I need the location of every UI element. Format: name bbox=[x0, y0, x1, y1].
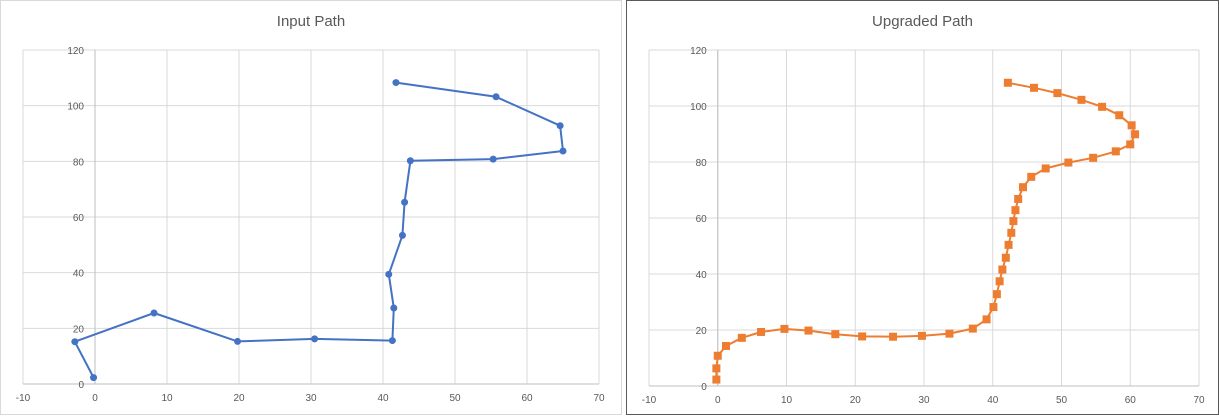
data-point-marker bbox=[780, 324, 789, 333]
y-tick-label: 100 bbox=[67, 102, 84, 113]
data-point-marker bbox=[804, 326, 813, 335]
data-point-marker bbox=[234, 337, 242, 345]
x-tick-label: 30 bbox=[305, 393, 317, 404]
data-point-marker bbox=[858, 332, 867, 341]
data-point-marker bbox=[1001, 253, 1010, 262]
data-point-marker bbox=[1077, 95, 1086, 104]
data-point-marker bbox=[556, 122, 564, 130]
x-tick-label: 60 bbox=[1125, 395, 1137, 406]
chart-plot-area: -10 0 10 20 30 40 50 60 70 0 20 40 60 80 100 120 bbox=[642, 46, 1205, 406]
data-point-marker bbox=[398, 231, 406, 239]
data-point-marker bbox=[1030, 83, 1038, 92]
y-tick-label: 60 bbox=[696, 214, 708, 225]
x-tick-label: 0 bbox=[715, 395, 721, 406]
data-point-marker bbox=[559, 147, 567, 155]
data-point-marker bbox=[831, 330, 840, 339]
x-tick-label: 50 bbox=[1056, 395, 1068, 406]
y-tick-label: 60 bbox=[73, 213, 85, 224]
data-point-marker bbox=[489, 155, 497, 163]
x-tick-label: 20 bbox=[233, 393, 245, 404]
y-tick-label: 20 bbox=[696, 326, 708, 337]
data-point-marker bbox=[150, 309, 158, 317]
data-point-marker bbox=[388, 337, 396, 345]
data-point-marker bbox=[992, 290, 1001, 299]
y-tick-label: 120 bbox=[690, 46, 707, 57]
data-point-marker bbox=[989, 303, 998, 312]
data-point-marker bbox=[311, 335, 319, 343]
data-point-marker bbox=[1007, 228, 1016, 237]
series-line bbox=[73, 81, 564, 379]
data-point-marker bbox=[1111, 147, 1120, 156]
data-point-marker bbox=[406, 157, 414, 165]
data-point-marker bbox=[1089, 153, 1098, 162]
y-tick-label: 100 bbox=[690, 102, 707, 113]
chart-title: Upgraded Path bbox=[872, 13, 973, 30]
x-tick-label: 40 bbox=[987, 395, 999, 406]
data-point-marker bbox=[1115, 111, 1124, 120]
data-point-marker bbox=[71, 338, 79, 346]
x-tick-label: 70 bbox=[593, 393, 605, 404]
data-point-marker bbox=[1126, 140, 1135, 149]
data-point-marker bbox=[1027, 172, 1036, 181]
data-point-marker bbox=[1011, 206, 1020, 215]
y-tick-label: 0 bbox=[78, 380, 84, 391]
series-line bbox=[715, 81, 1137, 380]
data-point-marker bbox=[1003, 78, 1012, 87]
x-tick-label: 20 bbox=[850, 395, 862, 406]
y-tick-label: 40 bbox=[696, 270, 708, 281]
y-tick-label: 20 bbox=[73, 324, 85, 335]
data-point-marker bbox=[385, 270, 393, 278]
x-tick-label: -10 bbox=[16, 393, 31, 404]
x-tick-label: 30 bbox=[918, 395, 930, 406]
data-point-marker bbox=[392, 79, 400, 87]
data-point-marker bbox=[968, 324, 977, 333]
data-point-marker bbox=[712, 364, 721, 373]
data-point-marker bbox=[1131, 130, 1140, 139]
data-point-marker bbox=[917, 331, 926, 340]
data-point-marker bbox=[492, 93, 500, 101]
x-tick-label: 60 bbox=[521, 393, 533, 404]
data-point-marker bbox=[1014, 194, 1023, 203]
data-point-marker bbox=[390, 304, 398, 312]
data-point-marker bbox=[722, 341, 730, 350]
data-point-marker bbox=[1004, 240, 1013, 249]
data-point-marker bbox=[90, 374, 98, 382]
y-tick-label: 80 bbox=[73, 157, 85, 168]
data-point-marker bbox=[712, 375, 721, 384]
y-tick-label: 0 bbox=[701, 382, 707, 393]
data-point-marker bbox=[1053, 89, 1062, 98]
chart-panel-input-path: Input Path -10 0 10 20 30 40 50 60 70 0 20 40 60 80 10… bbox=[0, 0, 622, 415]
data-point-marker bbox=[1041, 164, 1050, 173]
data-point-marker bbox=[998, 265, 1007, 274]
x-tick-label: 40 bbox=[377, 393, 389, 404]
data-point-marker bbox=[1064, 158, 1073, 167]
data-point-marker bbox=[1127, 121, 1136, 130]
x-tick-label: 10 bbox=[781, 395, 793, 406]
data-point-marker bbox=[1098, 102, 1107, 111]
y-tick-label: 80 bbox=[696, 158, 708, 169]
x-tick-label: 50 bbox=[449, 393, 461, 404]
x-tick-label: 10 bbox=[161, 393, 173, 404]
data-point-marker bbox=[889, 332, 898, 341]
x-tick-label: 0 bbox=[92, 393, 98, 404]
data-point-marker bbox=[737, 333, 746, 342]
data-point-marker bbox=[1019, 183, 1027, 192]
x-tick-label: -10 bbox=[642, 395, 657, 406]
chart-title: Input Path bbox=[276, 13, 346, 30]
data-point-marker bbox=[982, 315, 991, 324]
data-point-marker bbox=[401, 198, 409, 206]
y-tick-label: 40 bbox=[73, 269, 85, 280]
chart-plot-area: -10 0 10 20 30 40 50 60 70 0 20 40 60 80 100 120 bbox=[16, 46, 605, 404]
y-tick-label: 120 bbox=[67, 46, 84, 57]
data-point-marker bbox=[995, 277, 1004, 286]
data-point-marker bbox=[1009, 217, 1018, 226]
data-point-marker bbox=[945, 329, 954, 338]
data-point-marker bbox=[713, 351, 722, 360]
data-point-marker bbox=[757, 327, 766, 336]
x-tick-label: 70 bbox=[1193, 395, 1205, 406]
chart-panel-upgraded-path: Upgraded Path -10 0 10 20 30 40 50 60 70 0 20 40 60 8… bbox=[626, 0, 1219, 415]
